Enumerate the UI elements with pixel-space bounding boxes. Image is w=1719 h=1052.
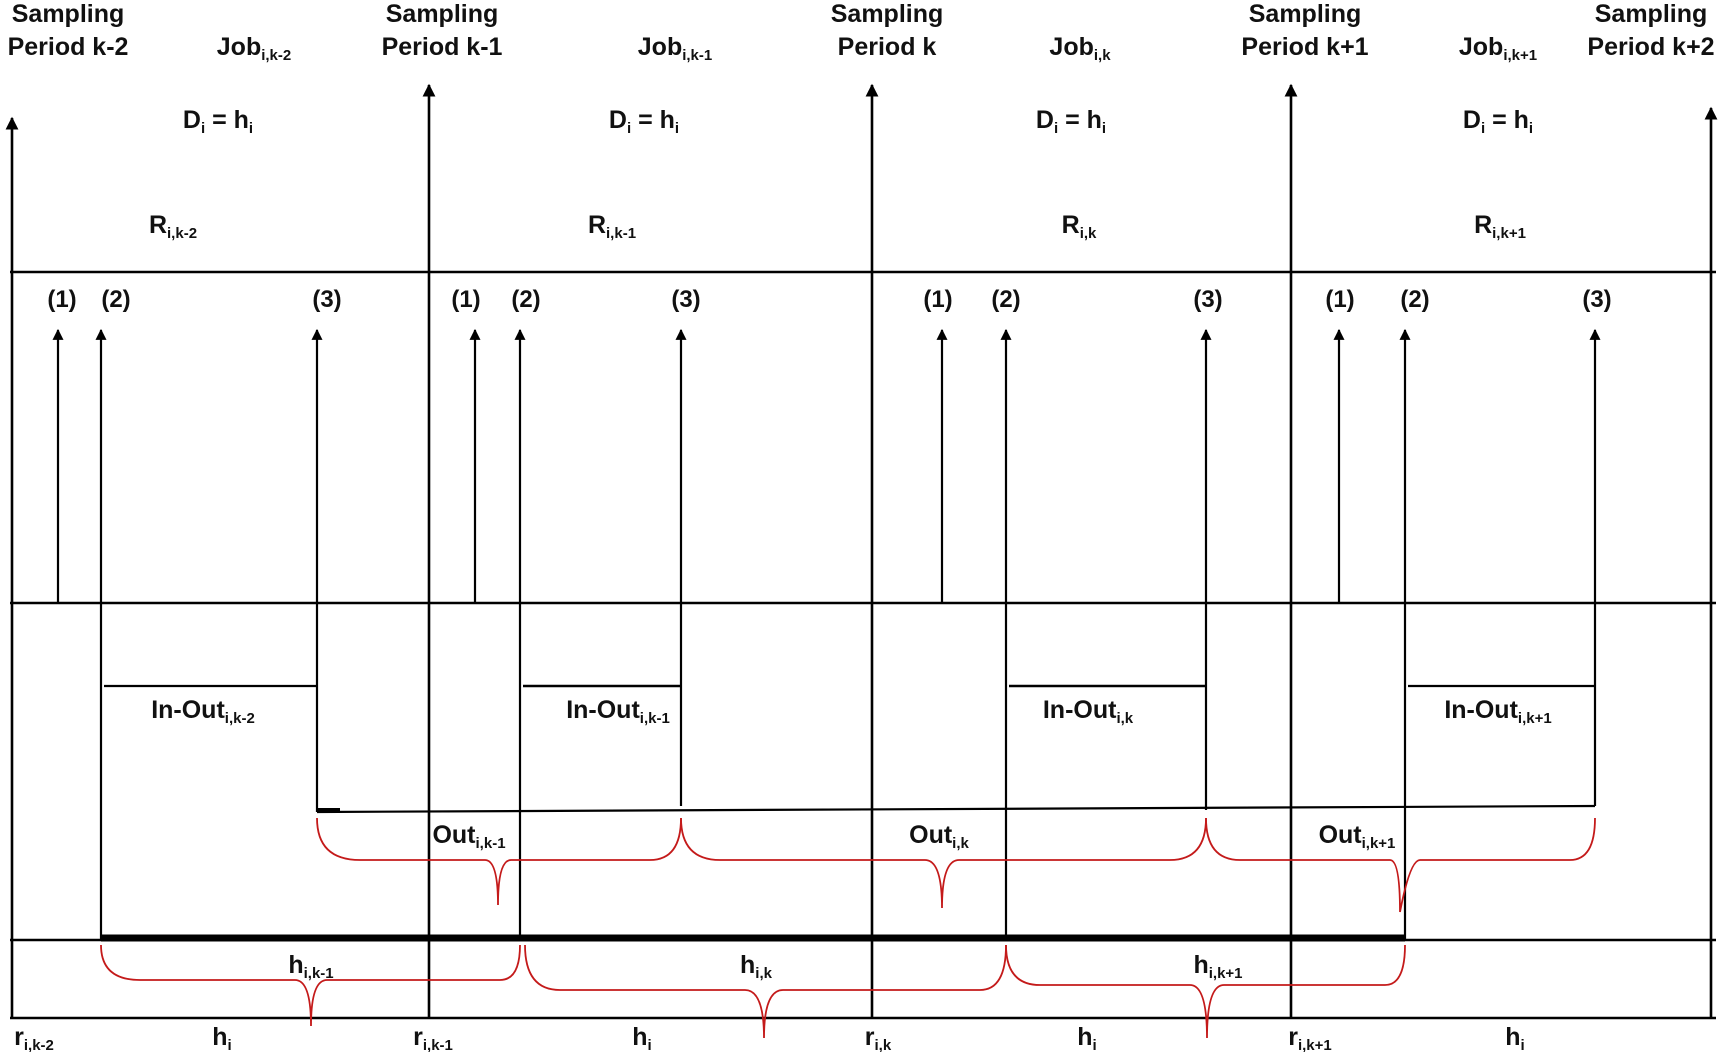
sampling-period-label: Sampling bbox=[12, 0, 125, 28]
marker-label: (1) bbox=[1325, 286, 1354, 313]
period-length-label: hi bbox=[1077, 1023, 1096, 1052]
deadline-label: Di = hi bbox=[183, 106, 253, 137]
period-length-label: hi bbox=[212, 1023, 231, 1052]
h-interval-label: hi,k bbox=[740, 951, 773, 982]
job-label: Jobi,k-2 bbox=[217, 33, 291, 64]
out-brace-k+1 bbox=[1205, 817, 1596, 913]
sampling-period-label: Sampling bbox=[386, 0, 499, 28]
h-interval-label: hi,k-1 bbox=[288, 951, 333, 982]
in-out-label: In-Outi,k-2 bbox=[151, 696, 255, 727]
marker-label: (3) bbox=[1582, 286, 1611, 313]
marker-label: (1) bbox=[47, 286, 76, 313]
deadline-label: Di = hi bbox=[609, 106, 679, 137]
output-label: Outi,k bbox=[909, 821, 969, 852]
marker-label: (3) bbox=[671, 286, 700, 313]
release-time-label: ri,k-1 bbox=[413, 1023, 453, 1052]
output-label: Outi,k+1 bbox=[1319, 821, 1396, 852]
sampling-period-label: Period k+1 bbox=[1241, 33, 1368, 61]
sampling-period-label: Period k-1 bbox=[382, 33, 503, 61]
deadline-label: Di = hi bbox=[1036, 106, 1106, 137]
h-brace-k+1 bbox=[1005, 944, 1406, 1039]
sampling-period-label: Sampling bbox=[1595, 0, 1708, 28]
marker-label: (3) bbox=[1193, 286, 1222, 313]
sampling-period-label: Period k+2 bbox=[1587, 33, 1714, 61]
release-time-label: ri,k bbox=[865, 1023, 892, 1052]
period-length-label: hi bbox=[1505, 1023, 1524, 1052]
in-out-label: In-Outi,k-1 bbox=[566, 696, 670, 727]
marker-label: (3) bbox=[312, 286, 341, 313]
deadline-label: Di = hi bbox=[1463, 106, 1533, 137]
response-time-label: Ri,k-2 bbox=[149, 211, 197, 242]
marker-label: (2) bbox=[101, 286, 130, 313]
sampling-period-label: Period k bbox=[838, 33, 937, 61]
out-brace-k-1 bbox=[316, 817, 682, 906]
release-time-label: ri,k+1 bbox=[1288, 1023, 1332, 1052]
sampling-period-label: Sampling bbox=[1249, 0, 1362, 28]
marker-label: (1) bbox=[923, 286, 952, 313]
h-brace-k-1 bbox=[100, 944, 521, 1027]
marker-label: (1) bbox=[451, 286, 480, 313]
marker-label: (2) bbox=[511, 286, 540, 313]
output-label: Outi,k-1 bbox=[432, 821, 505, 852]
response-time-label: Ri,k-1 bbox=[588, 211, 636, 242]
marker-label: (2) bbox=[991, 286, 1020, 313]
sampling-period-label: Period k-2 bbox=[8, 33, 129, 61]
response-time-label: Ri,k bbox=[1062, 211, 1097, 242]
in-out-label: In-Outi,k+1 bbox=[1444, 696, 1551, 727]
release-time-label: ri,k-2 bbox=[14, 1023, 54, 1052]
in-out-label: In-Outi,k bbox=[1043, 696, 1134, 727]
job-label: Jobi,k+1 bbox=[1459, 33, 1537, 64]
h-interval-label: hi,k+1 bbox=[1193, 951, 1242, 982]
period-length-label: hi bbox=[632, 1023, 651, 1052]
output-line bbox=[316, 804, 1596, 814]
marker-label: (2) bbox=[1400, 286, 1429, 313]
out-brace-k bbox=[680, 817, 1207, 909]
response-time-label: Ri,k+1 bbox=[1474, 211, 1526, 242]
h-brace-k bbox=[524, 944, 1007, 1039]
job-label: Jobi,k-1 bbox=[638, 33, 712, 64]
labels-layer: Sampling Period k-2 Sampling Period k-1 Samp… bbox=[8, 0, 1715, 1052]
sampling-period-label: Sampling bbox=[831, 0, 944, 28]
job-label: Jobi,k bbox=[1049, 33, 1111, 64]
